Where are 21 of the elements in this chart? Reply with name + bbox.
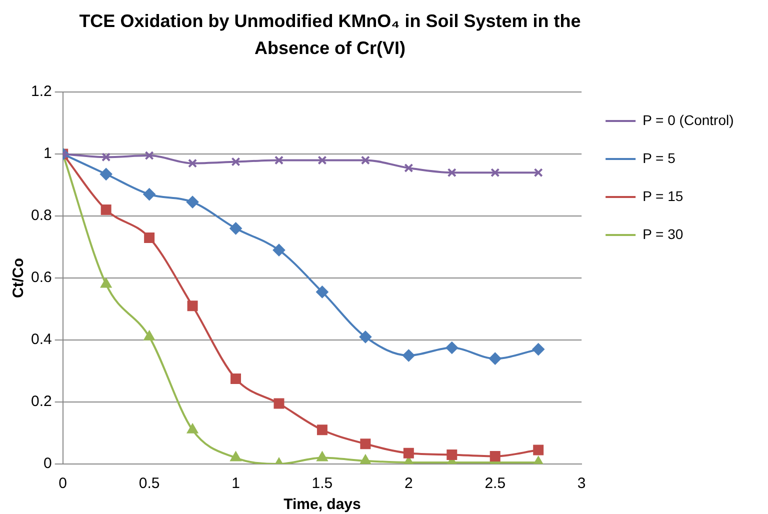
legend-label: P = 5 (642, 150, 676, 166)
x-tick-label: 1.5 (312, 475, 333, 492)
y-axis-title: Ct/Co (10, 258, 28, 298)
x-tick-label: 2 (404, 475, 413, 492)
chart-title: TCE Oxidation by Unmodified KMnO₄ in Soil System in the Absence of Cr(VI) (78, 10, 582, 60)
y-tick-label: 0.2 (30, 393, 52, 410)
x-tick-label: 3 (577, 475, 586, 492)
y-tick-label: 0.8 (30, 207, 52, 224)
x-axis-title: Time, days (284, 496, 361, 514)
y-tick-label: 0 (44, 455, 52, 472)
legend-label: P = 15 (642, 188, 684, 204)
x-tick-label: 2.5 (484, 475, 506, 492)
x-tick-label: 0 (58, 475, 68, 492)
y-tick-label: 0.4 (30, 331, 52, 348)
x-tick-label: 0.5 (138, 475, 160, 492)
legend-label: P = 0 (Control) (642, 112, 734, 128)
y-tick-label: 0.6 (30, 269, 52, 286)
y-tick-label: 1 (44, 145, 52, 162)
x-tick-label: 1 (232, 475, 240, 492)
y-tick-label: 1.2 (30, 83, 52, 100)
legend-label: P = 30 (642, 226, 684, 242)
